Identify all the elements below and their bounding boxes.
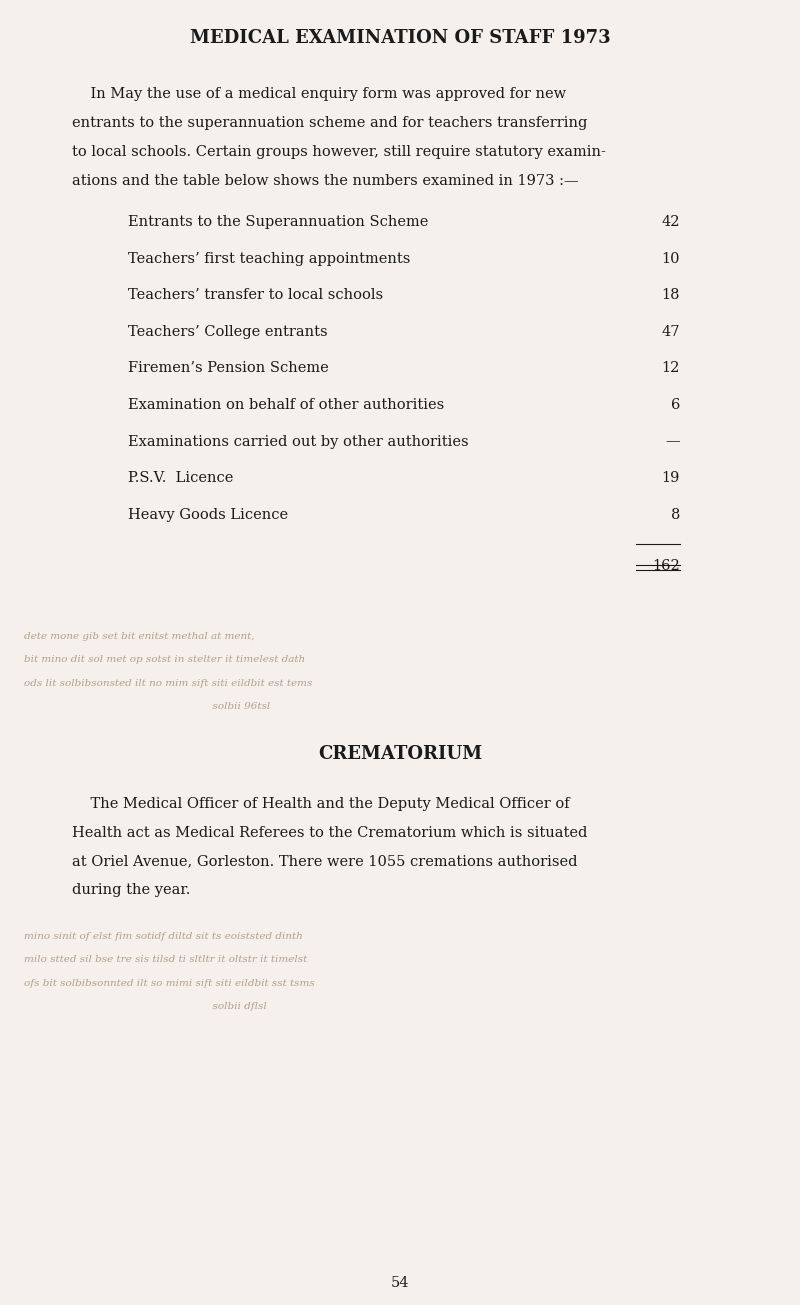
- Text: The Medical Officer of Health and the Deputy Medical Officer of: The Medical Officer of Health and the De…: [72, 797, 570, 812]
- Text: to local schools. Certain groups however, still require statutory examin-: to local schools. Certain groups however…: [72, 145, 606, 159]
- Text: milo stted sil bse tre sis tilsd ti sltltr it oltstr it timelst: milo stted sil bse tre sis tilsd ti sltl…: [24, 955, 307, 964]
- Text: CREMATORIUM: CREMATORIUM: [318, 745, 482, 763]
- Text: In May the use of a medical enquiry form was approved for new: In May the use of a medical enquiry form…: [72, 87, 566, 102]
- Text: Examinations carried out by other authorities: Examinations carried out by other author…: [128, 435, 469, 449]
- Text: Teachers’ transfer to local schools: Teachers’ transfer to local schools: [128, 288, 383, 303]
- Text: Firemen’s Pension Scheme: Firemen’s Pension Scheme: [128, 361, 329, 376]
- Text: 54: 54: [390, 1276, 410, 1291]
- Text: ofs bit solbibsonnted ilt so mimi sift siti eildbit sst tsms: ofs bit solbibsonnted ilt so mimi sift s…: [24, 979, 314, 988]
- Text: bit mino dit sol met op sotst in stelter it timelest dath: bit mino dit sol met op sotst in stelter…: [24, 655, 305, 664]
- Text: 8: 8: [670, 508, 680, 522]
- Text: —: —: [666, 435, 680, 449]
- Text: 12: 12: [662, 361, 680, 376]
- Text: dete mone gib set bit enitst methal at ment,: dete mone gib set bit enitst methal at m…: [24, 632, 254, 641]
- Text: P.S.V.  Licence: P.S.V. Licence: [128, 471, 234, 485]
- Text: 10: 10: [662, 252, 680, 266]
- Text: entrants to the superannuation scheme and for teachers transferring: entrants to the superannuation scheme an…: [72, 116, 587, 130]
- Text: Health act as Medical Referees to the Crematorium which is situated: Health act as Medical Referees to the Cr…: [72, 826, 587, 840]
- Text: Heavy Goods Licence: Heavy Goods Licence: [128, 508, 288, 522]
- Text: 18: 18: [662, 288, 680, 303]
- Text: 162: 162: [652, 559, 680, 573]
- Text: Examination on behalf of other authorities: Examination on behalf of other authoriti…: [128, 398, 444, 412]
- Text: 42: 42: [662, 215, 680, 230]
- Text: 19: 19: [662, 471, 680, 485]
- Text: 47: 47: [662, 325, 680, 339]
- Text: Teachers’ first teaching appointments: Teachers’ first teaching appointments: [128, 252, 410, 266]
- Text: mino sinit of elst fim sotidf diltd sit ts eoiststed dinth: mino sinit of elst fim sotidf diltd sit …: [24, 932, 302, 941]
- Text: Entrants to the Superannuation Scheme: Entrants to the Superannuation Scheme: [128, 215, 428, 230]
- Text: 6: 6: [670, 398, 680, 412]
- Text: solbii dflsl: solbii dflsl: [24, 1002, 266, 1011]
- Text: at Oriel Avenue, Gorleston. There were 1055 cremations authorised: at Oriel Avenue, Gorleston. There were 1…: [72, 855, 578, 869]
- Text: Teachers’ College entrants: Teachers’ College entrants: [128, 325, 328, 339]
- Text: ations and the table below shows the numbers examined in 1973 :—: ations and the table below shows the num…: [72, 174, 578, 188]
- Text: during the year.: during the year.: [72, 883, 190, 898]
- Text: ods lit solbibsonsted ilt no mim sift siti eildbit est tems: ods lit solbibsonsted ilt no mim sift si…: [24, 679, 312, 688]
- Text: MEDICAL EXAMINATION OF STAFF 1973: MEDICAL EXAMINATION OF STAFF 1973: [190, 29, 610, 47]
- Text: solbii 96tsl: solbii 96tsl: [24, 702, 270, 711]
